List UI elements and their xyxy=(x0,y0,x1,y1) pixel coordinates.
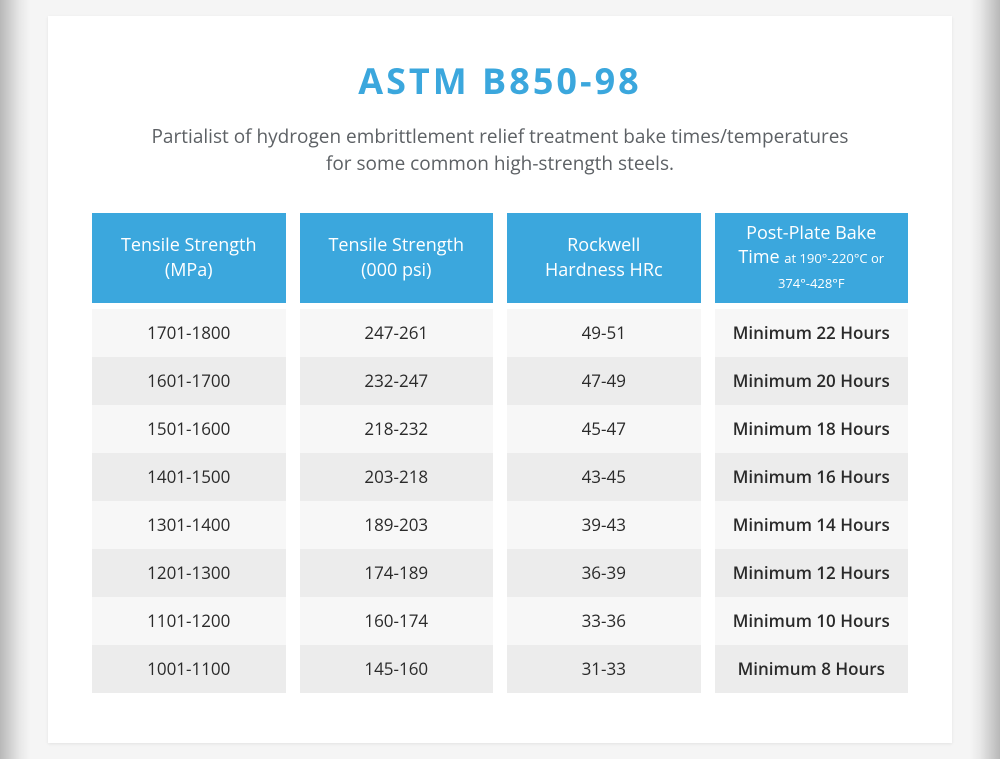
table-column: Post-Plate BakeTime at 190°-220°C or 374… xyxy=(715,213,909,693)
column-header: Post-Plate BakeTime at 190°-220°C or 374… xyxy=(715,213,909,303)
table-cell: Minimum 14 Hours xyxy=(715,501,909,549)
header-sub: Time at 190°-220°C or 374°-428°F xyxy=(721,245,903,294)
table-cell: 160-174 xyxy=(300,597,494,645)
table-cell: 1301-1400 xyxy=(92,501,286,549)
table-cell: 1601-1700 xyxy=(92,357,286,405)
table-cell: 1001-1100 xyxy=(92,645,286,693)
table-cell: 232-247 xyxy=(300,357,494,405)
table-cell: 145-160 xyxy=(300,645,494,693)
table-cell: 174-189 xyxy=(300,549,494,597)
table-cell: 39-43 xyxy=(507,501,701,549)
table-cell: Minimum 12 Hours xyxy=(715,549,909,597)
table-cell: 33-36 xyxy=(507,597,701,645)
table-cell: 1201-1300 xyxy=(92,549,286,597)
page-title: ASTM B850-98 xyxy=(92,56,908,105)
table-cell: Minimum 8 Hours xyxy=(715,645,909,693)
header-sub: (000 psi) xyxy=(361,258,431,282)
table-column: Tensile Strength(MPa)1701-18001601-17001… xyxy=(92,213,286,693)
table-cell: 45-47 xyxy=(507,405,701,453)
subtitle-line-2: for some common high-strength steels. xyxy=(326,150,674,176)
table-column: Tensile Strength(000 psi)247-261232-2472… xyxy=(300,213,494,693)
info-card: ASTM B850-98 Partialist of hydrogen embr… xyxy=(48,16,952,742)
table-cell: 1701-1800 xyxy=(92,309,286,357)
table-cell: Minimum 16 Hours xyxy=(715,453,909,501)
header-extra: at 190°-220°C or 374°-428°F xyxy=(778,249,884,291)
table-cell: 43-45 xyxy=(507,453,701,501)
table-cell: Minimum 22 Hours xyxy=(715,309,909,357)
table-cell: 31-33 xyxy=(507,645,701,693)
table-cell: 1101-1200 xyxy=(92,597,286,645)
table-cell: 218-232 xyxy=(300,405,494,453)
table-cell: 1401-1500 xyxy=(92,453,286,501)
table-column: RockwellHardness HRc 49-5147-4945-4743-45… xyxy=(507,213,701,693)
column-header: RockwellHardness HRc xyxy=(507,213,701,303)
table-cell: 47-49 xyxy=(507,357,701,405)
subtitle-line-1: Partialist of hydrogen embrittlement rel… xyxy=(152,123,849,149)
table-cell: Minimum 10 Hours xyxy=(715,597,909,645)
table-cell: 49-51 xyxy=(507,309,701,357)
header-sub: (MPa) xyxy=(165,258,213,282)
column-header: Tensile Strength(000 psi) xyxy=(300,213,494,303)
table-cell: 36-39 xyxy=(507,549,701,597)
header-main: Tensile Strength xyxy=(328,233,464,257)
table-cell: 247-261 xyxy=(300,309,494,357)
table-cell: Minimum 18 Hours xyxy=(715,405,909,453)
header-main: Tensile Strength xyxy=(121,233,257,257)
table-cell: Minimum 20 Hours xyxy=(715,357,909,405)
header-main: Post-Plate Bake xyxy=(746,221,876,245)
page-subtitle: Partialist of hydrogen embrittlement rel… xyxy=(92,123,908,176)
table-cell: 189-203 xyxy=(300,501,494,549)
column-header: Tensile Strength(MPa) xyxy=(92,213,286,303)
header-sub: Hardness HRc xyxy=(545,258,663,282)
table-cell: 1501-1600 xyxy=(92,405,286,453)
header-main: Rockwell xyxy=(567,233,640,257)
data-table: Tensile Strength(MPa)1701-18001601-17001… xyxy=(92,213,908,693)
table-cell: 203-218 xyxy=(300,453,494,501)
